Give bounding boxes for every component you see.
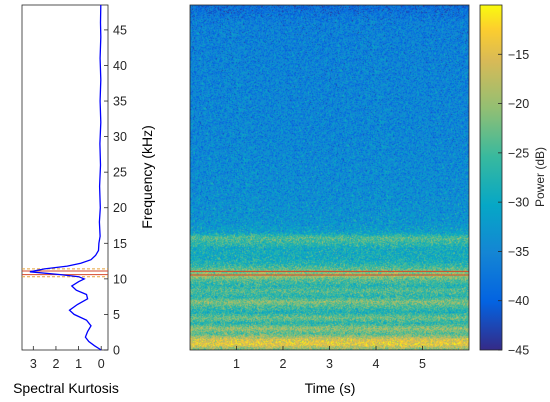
kurtosis-y-tick-label: 15 — [113, 237, 127, 251]
colorbar-ticks: −45 −40 −35 −30 −25 −20 −15 — [498, 48, 529, 358]
kurtosis-y-tick-label: 35 — [113, 95, 127, 109]
kurtosis-axes-box — [21, 4, 109, 351]
spectrogram-x-tick-label: 3 — [326, 357, 333, 371]
spectrogram-x-tick-label: 5 — [419, 357, 426, 371]
colorbar: −45 −40 −35 −30 −25 −20 −15 Power (dB) — [479, 4, 547, 358]
colorbar-tick-label: −15 — [508, 48, 529, 62]
spectrogram-y-axis-label: Frequency (kHz) — [139, 125, 155, 228]
colorbar-bar — [479, 4, 503, 351]
spectrogram-x-tick-label: 2 — [280, 357, 287, 371]
spectrogram-panel: 1 2 3 4 5 Time (s) Frequency (kHz) — [139, 4, 470, 396]
kurtosis-y-tick-label: 5 — [113, 308, 120, 322]
kurtosis-x-tick-label: 2 — [52, 357, 59, 371]
spectrogram-image-host — [190, 5, 469, 350]
kurtosis-y-tick-label: 30 — [113, 130, 127, 144]
kurtosis-x-ticks: 3 2 1 0 — [30, 346, 105, 371]
kurtosis-y-tick-label: 10 — [113, 272, 127, 286]
colorbar-tick-label: −35 — [508, 245, 529, 259]
kurtosis-y-ticks: 0 5 10 15 20 25 30 35 40 45 — [104, 23, 127, 358]
colorbar-tick-label: −25 — [508, 146, 529, 160]
kurtosis-y-tick-label: 20 — [113, 201, 127, 215]
kurtosis-series-line — [29, 4, 102, 351]
kurtosis-x-axis-label: Spectral Kurtosis — [13, 380, 119, 396]
colorbar-tick-label: −20 — [508, 97, 529, 111]
spectrogram-heatmap — [190, 5, 469, 350]
spectrogram-x-ticks: 1 2 3 4 5 — [233, 346, 426, 371]
kurtosis-x-tick-label: 1 — [75, 357, 82, 371]
kurtosis-y-tick-label: 25 — [113, 166, 127, 180]
spectrogram-x-tick-label: 4 — [373, 357, 380, 371]
colorbar-label: Power (dB) — [533, 147, 547, 207]
kurtosis-x-tick-label: 3 — [30, 357, 37, 371]
colorbar-tick-label: −45 — [508, 344, 529, 358]
spectrogram-x-tick-label: 1 — [233, 357, 240, 371]
kurtosis-x-tick-label: 0 — [98, 357, 105, 371]
spectrogram-x-axis-label: Time (s) — [305, 380, 356, 396]
kurtosis-y-tick-label: 0 — [113, 344, 120, 358]
kurtosis-y-tick-label: 45 — [113, 23, 127, 37]
kurtosis-y-tick-label: 40 — [113, 59, 127, 73]
colorbar-tick-label: −40 — [508, 294, 529, 308]
spectrogram-marker-lines — [190, 270, 469, 276]
colorbar-tick-label: −30 — [508, 196, 529, 210]
